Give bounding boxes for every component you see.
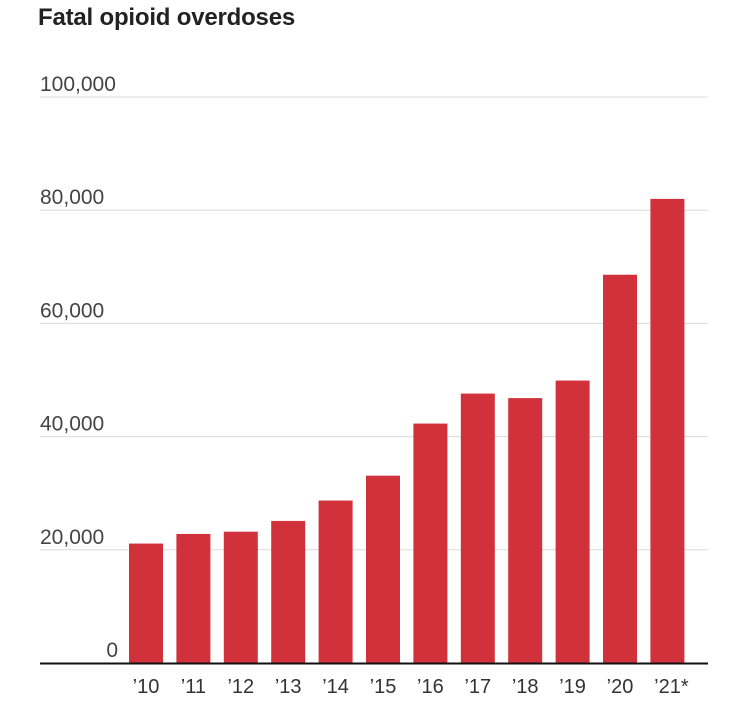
bar: [366, 475, 400, 663]
x-tick-label: ’19: [559, 676, 586, 698]
x-tick-label: ’12: [227, 676, 254, 698]
bar: [508, 398, 543, 663]
bar: [650, 198, 685, 663]
x-tick-label: ’17: [464, 676, 491, 698]
x-tick-label: ’13: [275, 676, 302, 698]
bar: [603, 274, 637, 663]
y-tick-label: 0: [106, 639, 118, 662]
bar: [129, 543, 163, 663]
x-tick-labels: ’10 ’11 ’12 ’13 ’14 ’15 ’16 ’17 ’18 ’19 ’20 ’21*: [133, 676, 689, 698]
bar: [223, 531, 258, 663]
y-tick-label: 80,000: [40, 186, 104, 209]
bar: [555, 380, 590, 663]
bar: [271, 520, 306, 663]
chart-title: Fatal opioid overdoses: [38, 4, 295, 31]
bars: [129, 198, 685, 663]
x-tick-label: ’14: [322, 676, 349, 698]
bar: [460, 393, 495, 663]
x-tick-label: ’20: [607, 676, 634, 698]
y-tick-label: 20,000: [40, 526, 104, 549]
y-tick-label: 60,000: [40, 299, 104, 322]
bar: [413, 423, 448, 663]
x-tick-label: ’21*: [654, 676, 689, 698]
x-tick-label: ’18: [512, 676, 539, 698]
x-tick-label: ’15: [370, 676, 397, 698]
y-tick-label: 40,000: [40, 413, 104, 436]
y-tick-label: 100,000: [40, 73, 116, 96]
y-tick-labels: 0 20,000 40,000 60,000 80,000 100,000: [40, 73, 118, 662]
x-tick-label: ’10: [133, 676, 160, 698]
x-tick-label: ’16: [417, 676, 444, 698]
x-tick-label: ’11: [181, 676, 206, 698]
bar: [176, 533, 211, 663]
bar: [318, 500, 353, 663]
